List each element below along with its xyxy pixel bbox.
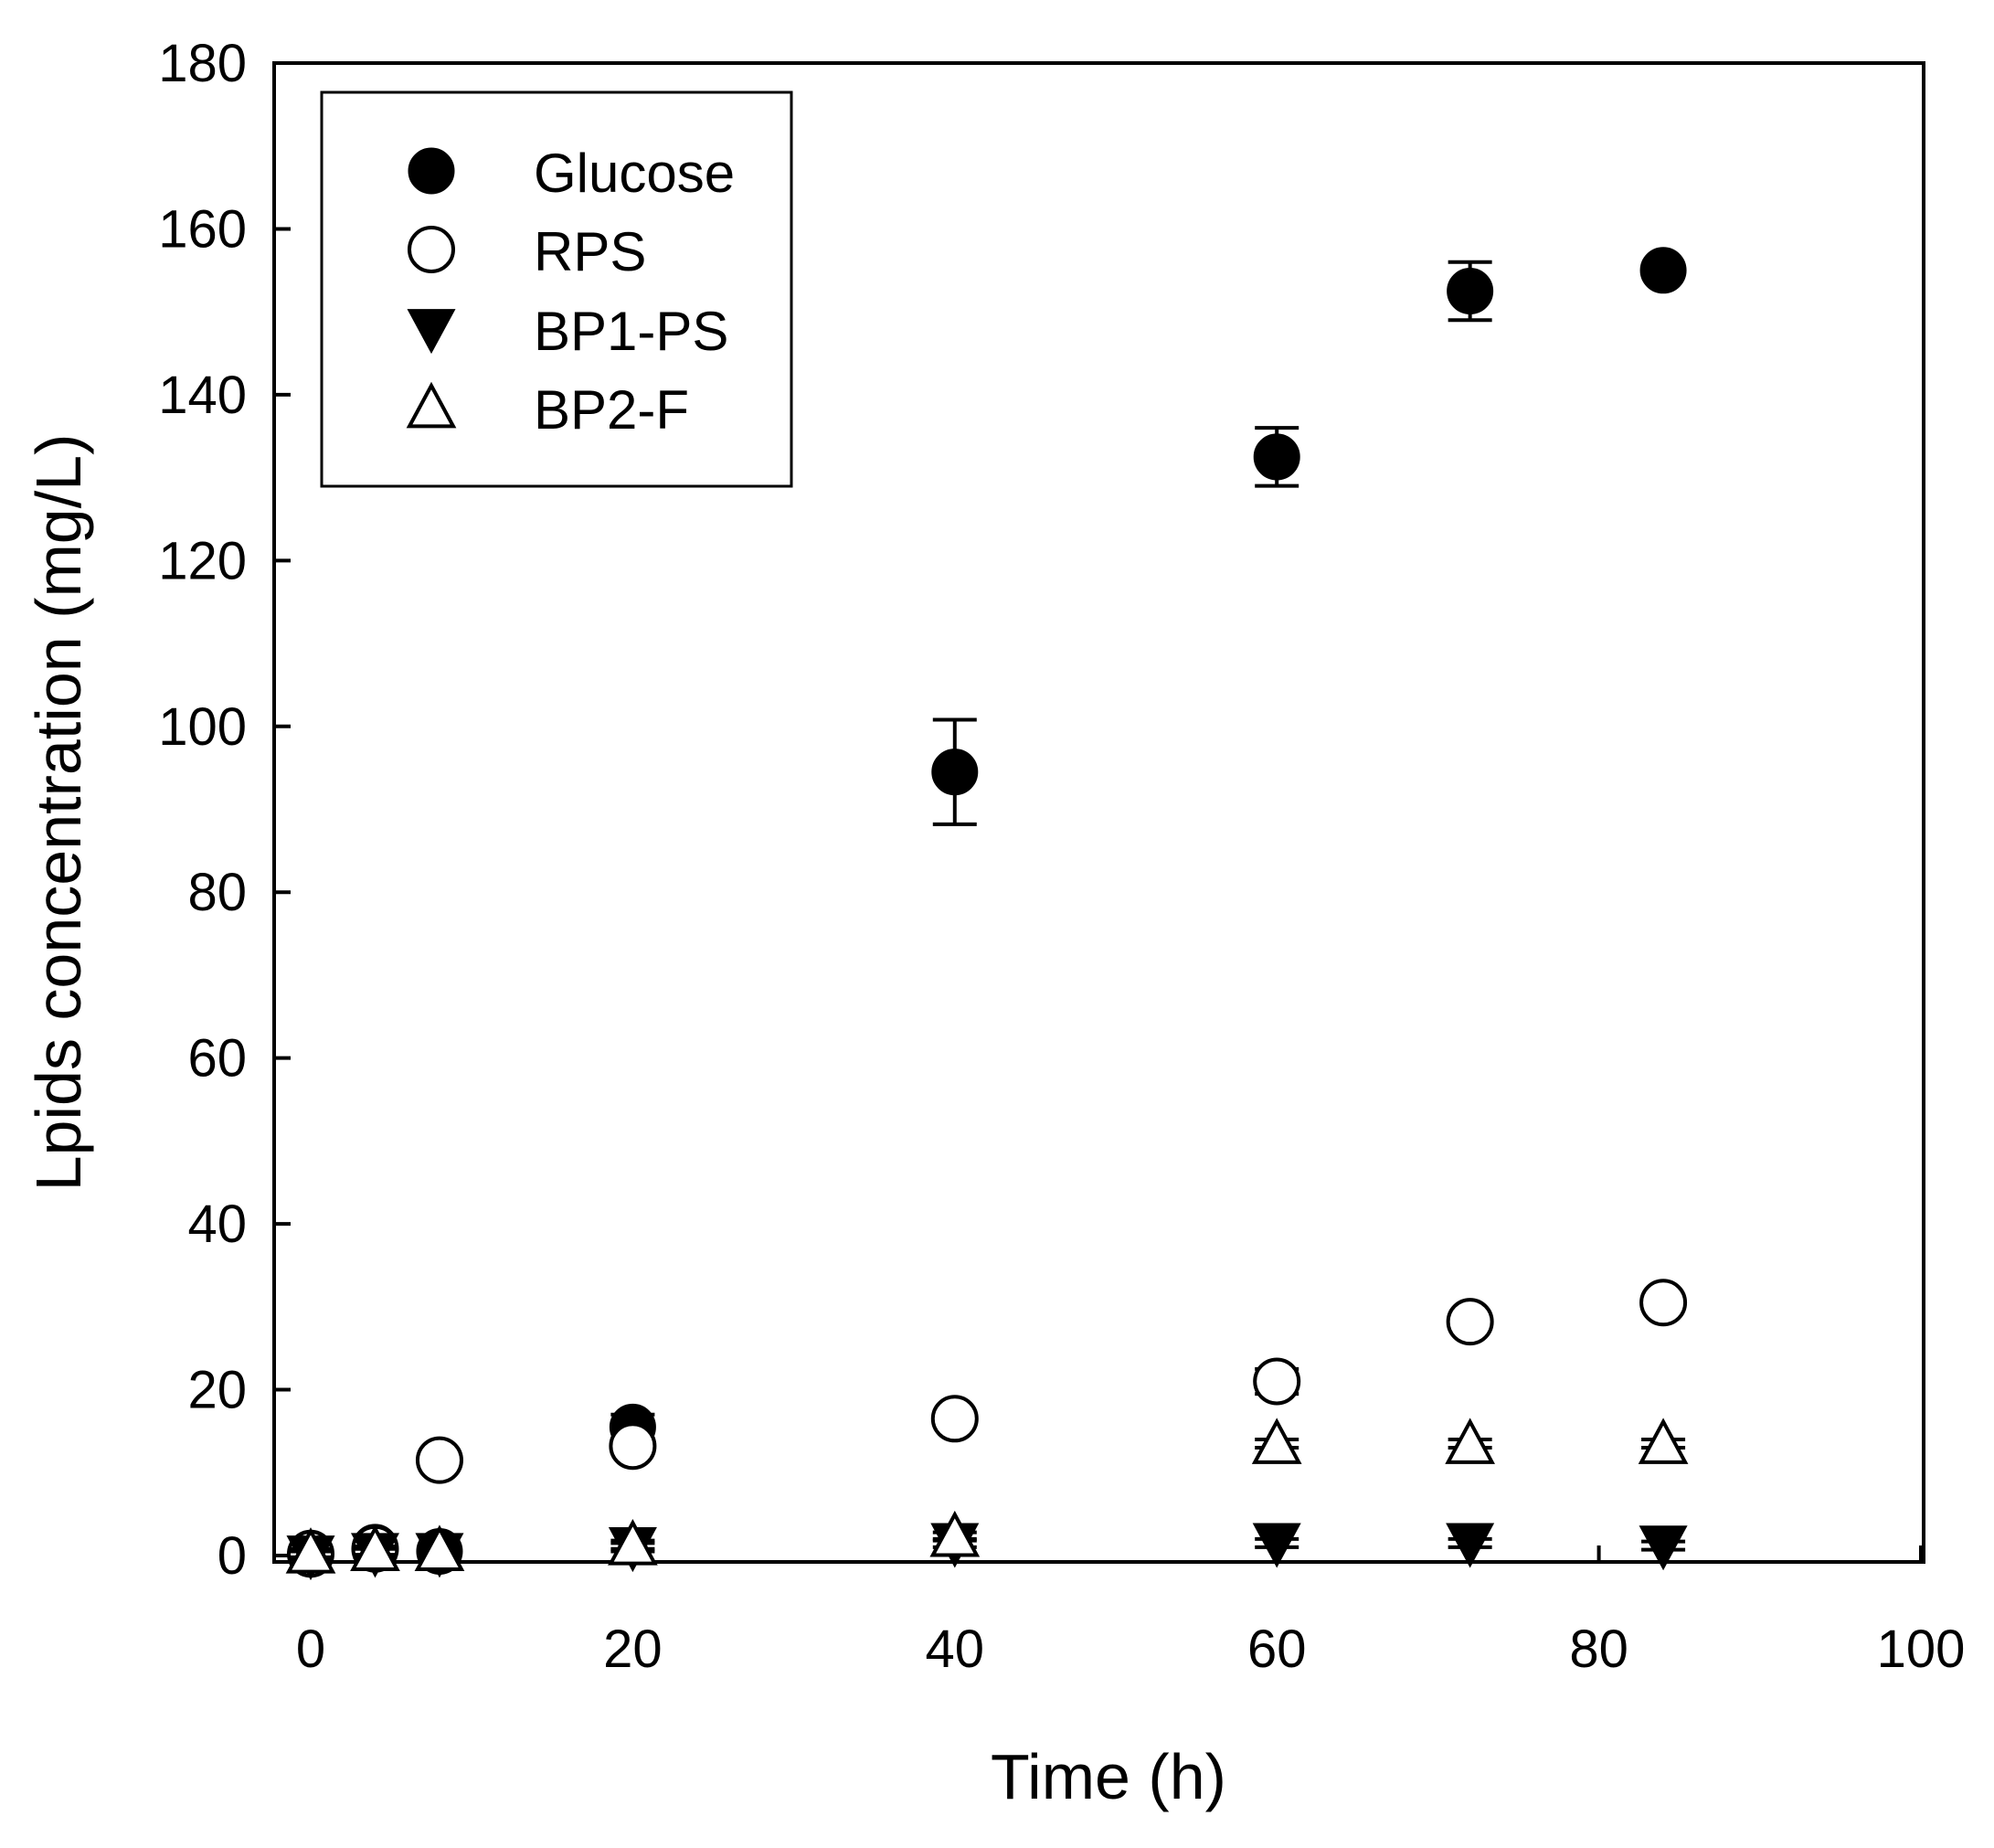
- point-glucose-4: [931, 749, 979, 796]
- x-tick-label-0: 0: [296, 1620, 325, 1679]
- x-tick-label-40: 40: [926, 1620, 985, 1679]
- y-tick-label-120: 120: [158, 531, 247, 590]
- y-tick-label-40: 40: [187, 1195, 247, 1254]
- point-bp1-ps-5: [1252, 1523, 1301, 1568]
- point-bp2-f-1: [350, 1524, 400, 1571]
- y-tick-label-20: 20: [187, 1361, 247, 1420]
- legend-box: [320, 90, 793, 488]
- legend-marker-glucose: [408, 147, 455, 195]
- x-tick-label-80: 80: [1569, 1620, 1628, 1679]
- x-tick-label-100: 100: [1877, 1620, 1966, 1679]
- y-tick-label-0: 0: [217, 1526, 247, 1586]
- y-tick-label-180: 180: [158, 34, 247, 93]
- point-rps-5: [1253, 1357, 1301, 1406]
- y-tick-label-60: 60: [187, 1029, 247, 1089]
- data-points: [285, 247, 1689, 1581]
- point-bp2-f-0: [285, 1527, 336, 1574]
- legend-label-glucose: Glucose: [534, 143, 735, 204]
- point-glucose-7: [1639, 247, 1687, 294]
- point-rps-6: [1446, 1298, 1494, 1346]
- plot-area-frame: [272, 61, 1925, 1564]
- legend-marker-bp1-ps: [407, 309, 456, 355]
- legend-marker-bp2-f: [406, 381, 457, 429]
- y-tick-label-160: 160: [158, 199, 247, 259]
- x-tick-label-60: 60: [1247, 1620, 1307, 1679]
- point-rps-2: [415, 1436, 463, 1484]
- point-glucose-5: [1253, 433, 1300, 481]
- point-bp1-ps-7: [1639, 1525, 1688, 1571]
- legend-label-bp1-ps: BP1-PS: [534, 301, 728, 362]
- point-glucose-6: [1447, 267, 1494, 314]
- y-axis: 0 20 40 60 80 100 120 140 160 180: [158, 34, 291, 1586]
- x-tick-label-20: 20: [603, 1620, 663, 1679]
- x-axis: 0 20 40 60 80 100: [296, 1545, 1966, 1679]
- y-axis-title: Lpids concentration (mg/L): [23, 434, 94, 1192]
- legend: Glucose RPS BP1-PS BP2-F: [320, 90, 793, 488]
- x-axis-title: Time (h): [991, 1741, 1226, 1812]
- legend-marker-rps: [408, 226, 455, 273]
- point-bp2-f-7: [1638, 1418, 1689, 1464]
- y-tick-label-140: 140: [158, 366, 247, 425]
- series-bp2-f: [285, 1418, 1689, 1574]
- legend-markers: [406, 147, 457, 429]
- legend-label-rps: RPS: [534, 221, 646, 282]
- point-rps-7: [1639, 1279, 1688, 1327]
- point-bp2-f-5: [1251, 1418, 1302, 1464]
- point-rps-3: [609, 1422, 657, 1471]
- y-tick-label-100: 100: [158, 697, 247, 757]
- point-rps-4: [930, 1395, 979, 1443]
- point-bp2-f-3: [608, 1519, 658, 1566]
- point-bp2-f-2: [414, 1524, 465, 1571]
- point-bp2-f-4: [929, 1510, 981, 1557]
- legend-label-bp2-f: BP2-F: [534, 379, 689, 441]
- y-tick-label-80: 80: [187, 863, 247, 922]
- point-bp2-f-6: [1445, 1418, 1495, 1464]
- point-bp1-ps-6: [1446, 1523, 1495, 1568]
